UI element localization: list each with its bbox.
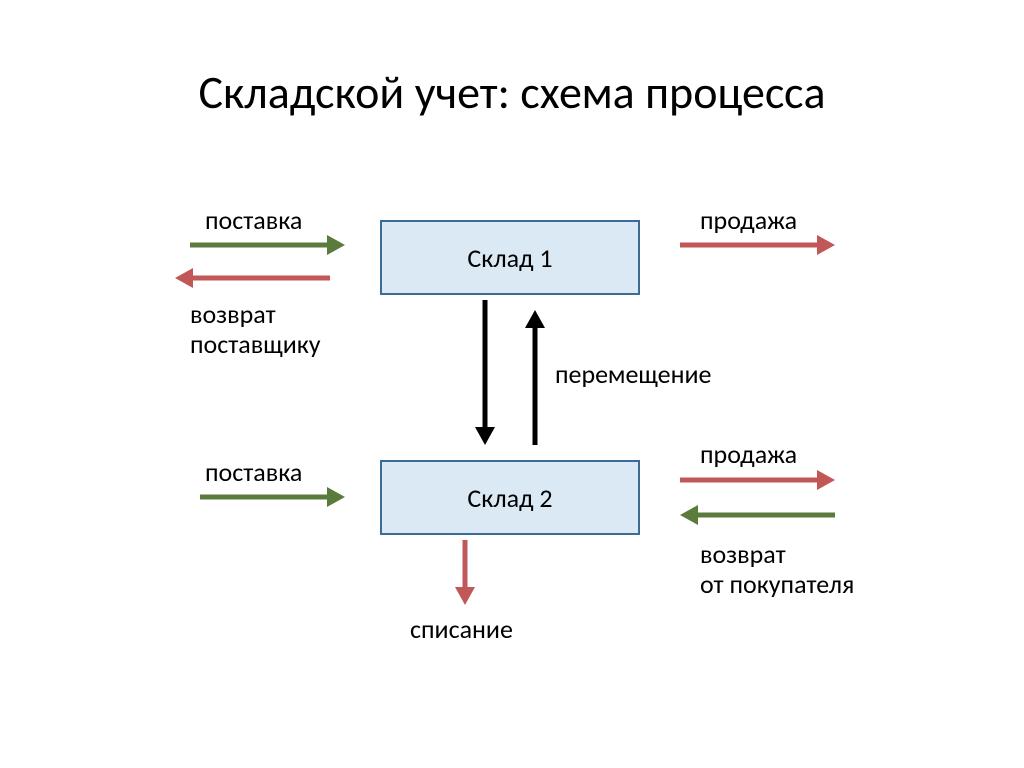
node-warehouse-1: Склад 1 <box>380 220 640 295</box>
label-return-supplier: возврат поставщику <box>190 300 321 360</box>
node-warehouse-2-label: Склад 2 <box>467 482 552 514</box>
arrowhead-sale2 <box>817 470 835 490</box>
label-sale-1: продажа <box>700 206 797 236</box>
label-writeoff: списание <box>410 615 513 645</box>
label-return-buyer: возврат от покупателя <box>700 540 854 600</box>
arrowhead-supply1 <box>327 235 345 255</box>
node-warehouse-2: Склад 2 <box>380 460 640 535</box>
diagram-stage: Складской учет: схема процесса Склад 1 С… <box>0 0 1024 768</box>
arrowhead-return_buyer <box>680 505 698 525</box>
arrowhead-supply2 <box>327 487 345 507</box>
label-supply-1: поставка <box>205 206 302 236</box>
arrowhead-move_down <box>475 427 495 445</box>
node-warehouse-1-label: Склад 1 <box>467 242 552 274</box>
label-supply-2: поставка <box>205 458 302 488</box>
label-transfer: перемещение <box>555 360 712 390</box>
arrowhead-sale1 <box>817 235 835 255</box>
arrowhead-move_up <box>525 310 545 328</box>
arrows-layer <box>0 0 1024 768</box>
label-sale-2: продажа <box>700 440 797 470</box>
arrowhead-return_supp <box>175 268 193 288</box>
arrowhead-writeoff <box>455 587 475 605</box>
